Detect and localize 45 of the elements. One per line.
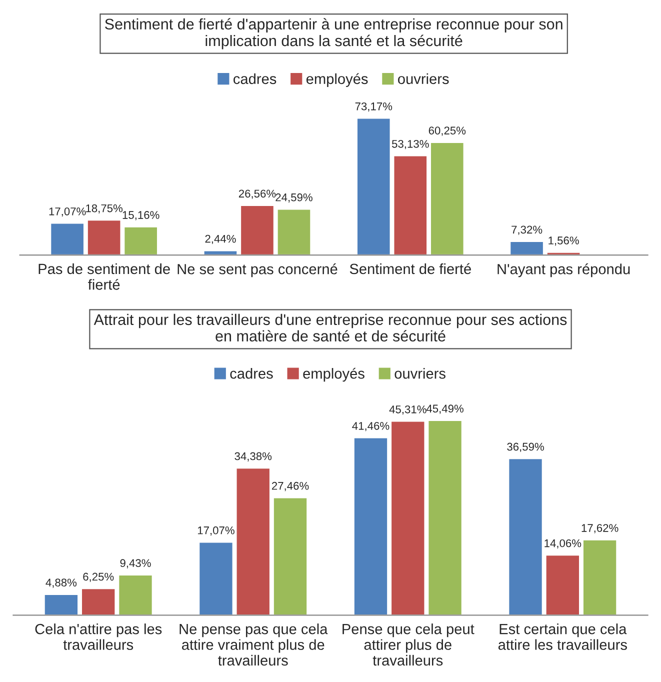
legend-label: ouvriers bbox=[398, 73, 449, 84]
data-label: 17,62% bbox=[582, 524, 618, 534]
data-label: 36,59% bbox=[507, 442, 544, 452]
data-label: 14,06% bbox=[544, 539, 582, 548]
bar bbox=[198, 541, 234, 616]
chart-title: Attrait pour les travailleurs d'une entreprise reconnue pour ses actions en matière de santé et de sécurité bbox=[94, 314, 567, 342]
legend-label: employés bbox=[306, 73, 368, 87]
bar bbox=[123, 226, 158, 256]
x-tick-label: N'ayant pas répondu bbox=[498, 263, 630, 278]
legend-label: ouvriers bbox=[394, 368, 446, 379]
data-label: 41,46% bbox=[352, 422, 390, 432]
data-label: 73,17% bbox=[355, 102, 392, 112]
bar bbox=[427, 420, 463, 616]
x-tick-label: Ne pense pas que cela attire vraiment plus de travailleurs bbox=[180, 623, 328, 666]
chart-title: Sentiment de fierté d'appartenir à une entreprise reconnue pour son implication dans la santé et la sécurité bbox=[105, 18, 562, 50]
data-label: 45,31% bbox=[389, 405, 426, 415]
data-label: 45,49% bbox=[426, 404, 464, 414]
data-label: 2,44% bbox=[205, 234, 236, 244]
x-tick-label: Ne se sent pas concerné bbox=[178, 263, 338, 278]
data-label: 53,13% bbox=[392, 140, 429, 150]
data-label: 6,25% bbox=[83, 572, 114, 582]
x-tick-label: Sentiment de fierté bbox=[350, 263, 471, 274]
data-label: 4,88% bbox=[46, 578, 77, 588]
x-tick-label: Pense que cela peut attirer plus de travailleurs bbox=[342, 623, 474, 666]
data-label: 9,43% bbox=[120, 559, 151, 568]
legend-label: employés bbox=[303, 368, 364, 382]
legend-label: cadres bbox=[230, 368, 273, 379]
x-tick-label: Cela n'attire pas les travailleurs bbox=[35, 623, 162, 650]
data-label: 1,56% bbox=[548, 236, 579, 246]
data-label: 34,38% bbox=[234, 452, 272, 462]
data-label: 15,16% bbox=[122, 211, 160, 220]
data-label: 18,75% bbox=[86, 204, 123, 214]
data-label: 60,25% bbox=[428, 126, 466, 136]
bar bbox=[356, 117, 392, 256]
x-tick-label: Est certain que cela attire les travailleurs bbox=[498, 623, 627, 650]
data-label: 27,46% bbox=[272, 482, 309, 492]
x-tick-label: Pas de sentiment de fierté bbox=[38, 263, 170, 290]
legend-label: cadres bbox=[234, 73, 276, 84]
data-label: 24,59% bbox=[276, 193, 312, 203]
bar bbox=[508, 458, 544, 616]
data-label: 17,07% bbox=[198, 526, 234, 536]
data-label: 7,32% bbox=[512, 226, 542, 235]
data-label: 26,56% bbox=[238, 190, 276, 199]
bar bbox=[118, 574, 154, 616]
data-label: 17,07% bbox=[49, 207, 86, 217]
